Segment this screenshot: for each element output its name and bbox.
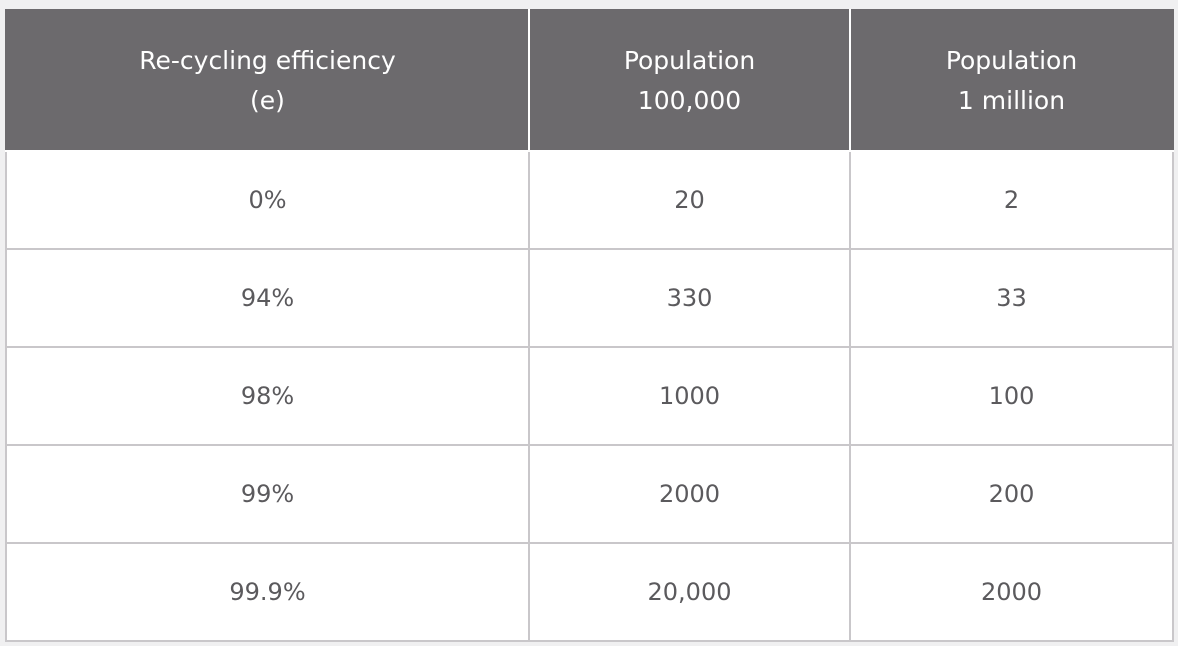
- header-population-1-million: Population 1 million: [849, 9, 1174, 152]
- table-row: 98% 1000 100: [5, 346, 1174, 446]
- cell-population-100000: 1000: [528, 346, 851, 446]
- data-table-container: Re-cycling efficiency (e) Population 100…: [5, 9, 1174, 642]
- header-row: Re-cycling efficiency (e) Population 100…: [5, 9, 1174, 152]
- header-population-1-million-line1: Population: [945, 45, 1078, 75]
- cell-population-1-million: 2: [849, 150, 1174, 250]
- recycling-efficiency-table: Re-cycling efficiency (e) Population 100…: [5, 9, 1174, 642]
- cell-efficiency: 99.9%: [5, 542, 530, 642]
- table-row: 94% 330 33: [5, 248, 1174, 348]
- header-population-100000: Population 100,000: [528, 9, 851, 152]
- header-recycling-efficiency-line2: (e): [250, 85, 285, 115]
- table-row: 99% 2000 200: [5, 444, 1174, 544]
- cell-efficiency: 94%: [5, 248, 530, 348]
- cell-population-100000: 2000: [528, 444, 851, 544]
- cell-population-1-million: 100: [849, 346, 1174, 446]
- cell-efficiency: 98%: [5, 346, 530, 446]
- header-recycling-efficiency-line1: Re-cycling efficiency: [139, 45, 396, 75]
- header-population-1-million-line2: 1 million: [957, 85, 1066, 115]
- cell-population-100000: 20,000: [528, 542, 851, 642]
- table-row: 99.9% 20,000 2000: [5, 542, 1174, 642]
- header-population-100000-line1: Population: [623, 45, 756, 75]
- header-recycling-efficiency: Re-cycling efficiency (e): [5, 9, 530, 152]
- table-row: 0% 20 2: [5, 150, 1174, 250]
- cell-population-1-million: 2000: [849, 542, 1174, 642]
- cell-population-1-million: 33: [849, 248, 1174, 348]
- table-header: Re-cycling efficiency (e) Population 100…: [5, 9, 1174, 152]
- header-population-100000-line2: 100,000: [637, 85, 742, 115]
- table-body: 0% 20 2 94% 330 33 98% 1000 100 99% 2000…: [5, 150, 1174, 642]
- cell-population-100000: 20: [528, 150, 851, 250]
- cell-population-1-million: 200: [849, 444, 1174, 544]
- cell-efficiency: 99%: [5, 444, 530, 544]
- cell-efficiency: 0%: [5, 150, 530, 250]
- cell-population-100000: 330: [528, 248, 851, 348]
